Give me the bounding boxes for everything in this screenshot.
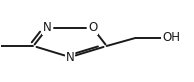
Text: OH: OH — [162, 31, 180, 44]
Text: N: N — [66, 51, 74, 64]
Text: N: N — [43, 21, 52, 34]
Text: O: O — [88, 21, 97, 34]
